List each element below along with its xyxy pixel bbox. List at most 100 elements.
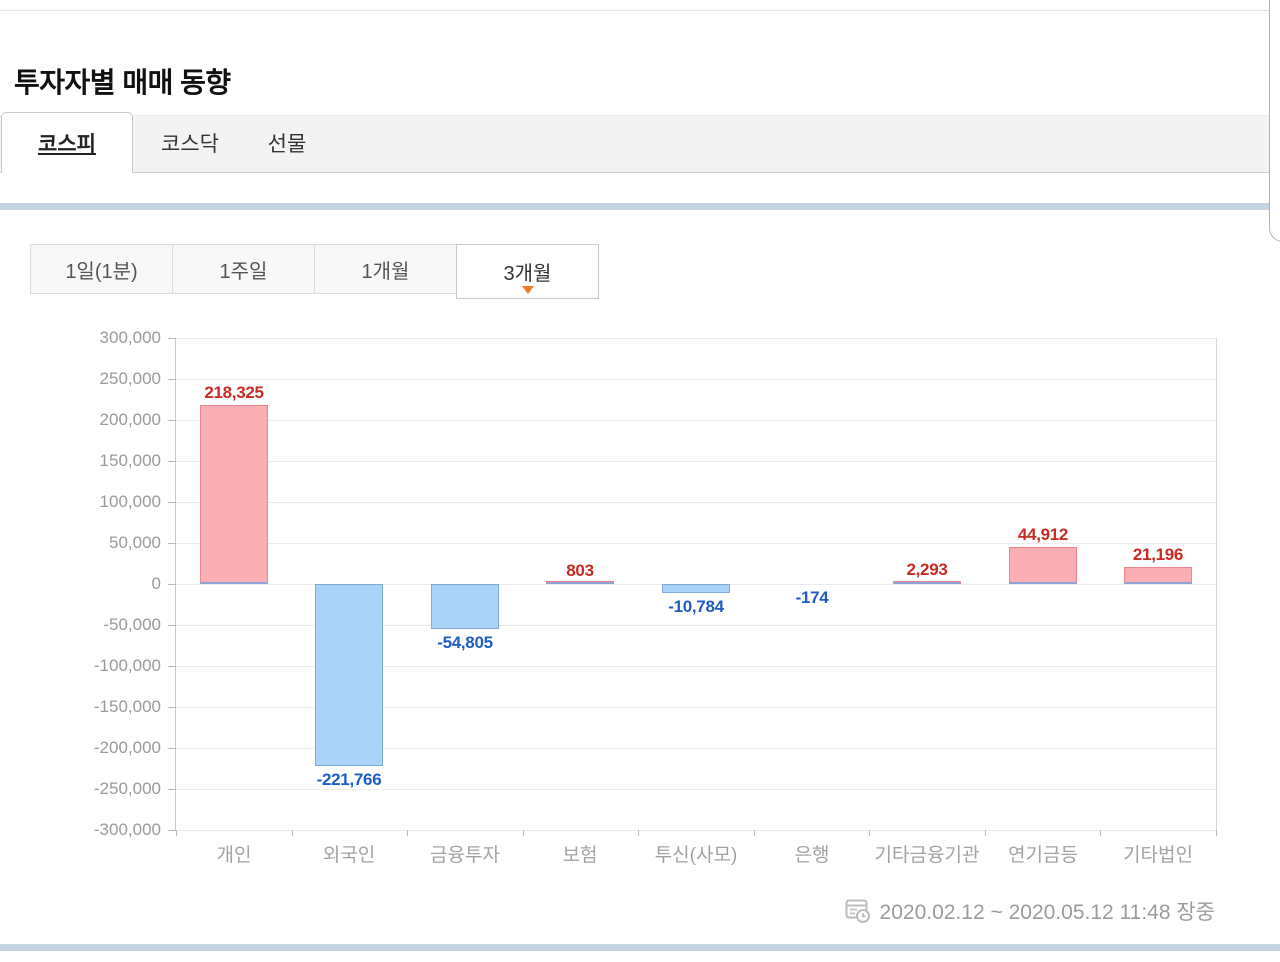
- x-axis-label: 투신(사모): [654, 845, 738, 866]
- bar: [546, 581, 614, 584]
- tab-period-3month-label: 3개월: [503, 263, 552, 285]
- gridline: [176, 830, 1216, 831]
- bar-value-label: -174: [795, 588, 829, 608]
- y-axis-tick: [168, 420, 176, 421]
- market-tab-strip: [0, 115, 1280, 173]
- tab-futures[interactable]: 선물: [252, 115, 322, 171]
- y-axis-label: -300,000: [93, 820, 161, 839]
- bar-value-label: -54,805: [437, 632, 493, 652]
- gridline: [176, 502, 1216, 503]
- bar: [431, 584, 499, 629]
- gridline: [176, 543, 1216, 544]
- y-axis-label: -250,000: [93, 779, 161, 798]
- y-axis-label: 200,000: [99, 410, 161, 429]
- calendar-clock-icon: [845, 899, 870, 923]
- tab-period-1day-label: 1일(1분): [65, 260, 138, 283]
- y-axis-tick: [168, 338, 176, 339]
- bar-value-label: -10,784: [668, 596, 724, 616]
- y-axis-tick: [168, 625, 176, 626]
- y-axis-tick: [168, 584, 176, 585]
- date-range-caption: 2020.02.12 ~ 2020.05.12 11:48 장중: [879, 901, 1215, 924]
- y-axis-tick: [168, 543, 176, 544]
- y-axis-label: 50,000: [109, 533, 161, 552]
- gridline: [176, 748, 1216, 749]
- gridline: [176, 420, 1216, 421]
- gridline: [176, 625, 1216, 626]
- tab-period-1day[interactable]: 1일(1분): [30, 244, 173, 294]
- tab-period-1week-label: 1주일: [219, 260, 268, 283]
- tab-kosdaq-label: 코스닥: [161, 133, 219, 156]
- gridline: [176, 338, 1216, 339]
- x-axis-label: 기타법인: [1123, 845, 1193, 866]
- tab-futures-label: 선물: [267, 133, 307, 156]
- x-axis-tick: [1100, 830, 1101, 836]
- gridline: [176, 379, 1216, 380]
- x-axis-tick: [638, 830, 639, 836]
- x-axis-tick: [869, 830, 870, 836]
- gridline: [176, 461, 1216, 462]
- tab-kospi-label: 코스피: [38, 133, 96, 156]
- x-axis-tick: [292, 830, 293, 836]
- x-axis-label: 기타금융기관: [874, 845, 980, 866]
- y-axis-tick: [168, 502, 176, 503]
- tab-period-3month[interactable]: 3개월: [456, 244, 599, 299]
- chart-footer: 2020.02.12 ~ 2020.05.12 11:48 장중: [175, 896, 1215, 926]
- bottom-accent-band: [0, 944, 1280, 951]
- tab-period-1month-label: 1개월: [361, 260, 410, 283]
- y-axis-tick: [168, 707, 176, 708]
- x-axis-tick: [176, 830, 177, 836]
- y-axis-label: 150,000: [99, 451, 161, 470]
- x-axis-label: 개인: [216, 845, 252, 866]
- tab-period-1week[interactable]: 1주일: [172, 244, 315, 294]
- x-axis-label: 연기금등: [1008, 845, 1078, 866]
- bar-value-label: 218,325: [204, 383, 264, 402]
- bar-value-label: 21,196: [1132, 544, 1184, 564]
- tab-kospi[interactable]: 코스피: [1, 112, 133, 173]
- tab-period-1month[interactable]: 1개월: [314, 244, 457, 294]
- y-axis-tick: [168, 379, 176, 380]
- page-title: 투자자별 매매 동향: [14, 66, 231, 98]
- top-accent-band: [0, 203, 1280, 210]
- bar: [1124, 566, 1192, 584]
- x-axis-tick: [523, 830, 524, 836]
- x-axis-tick: [1216, 830, 1217, 836]
- y-axis-tick: [168, 748, 176, 749]
- bar: [315, 584, 383, 766]
- y-axis-tick: [168, 666, 176, 667]
- active-tab-marker-icon: [521, 286, 534, 294]
- floating-panel-edge: [1269, 0, 1280, 242]
- y-axis-label: 250,000: [99, 369, 161, 388]
- bar-value-label: 44,912: [1017, 525, 1069, 545]
- x-axis-tick: [985, 830, 986, 836]
- y-axis-label: -150,000: [93, 697, 161, 716]
- x-axis-label: 외국인: [322, 845, 376, 866]
- y-axis-tick: [168, 830, 176, 831]
- gridline: [176, 666, 1216, 667]
- bar-chart: 300,000 250,000 200,000 150,000 100,000 50,00…: [94, 328, 1217, 866]
- bar-value-label: 2,293: [906, 560, 948, 580]
- bar-value-label: -221,766: [316, 769, 382, 789]
- top-divider: [0, 10, 1280, 11]
- gridline: [176, 707, 1216, 708]
- bar: [1009, 547, 1077, 584]
- y-axis-label: 300,000: [99, 328, 161, 347]
- y-axis-label: -50,000: [103, 615, 161, 634]
- bar-value-label: 803: [566, 561, 594, 581]
- period-tab-group: 1일(1분) 1주일 1개월 3개월: [30, 244, 599, 299]
- y-axis-label: -100,000: [93, 656, 161, 675]
- bar: [662, 584, 730, 593]
- y-axis-label: 100,000: [99, 492, 161, 511]
- x-axis-label: 은행: [794, 845, 830, 866]
- tab-kosdaq[interactable]: 코스닥: [145, 115, 235, 171]
- y-axis-label: -200,000: [93, 738, 161, 757]
- x-axis-label: 금융투자: [430, 845, 500, 866]
- bar: [893, 581, 961, 584]
- x-axis-tick: [754, 830, 755, 836]
- bar: [200, 405, 268, 584]
- y-axis-label: 0: [151, 574, 161, 593]
- y-axis-tick: [168, 461, 176, 462]
- x-axis-tick: [407, 830, 408, 836]
- gridline: [176, 789, 1216, 790]
- x-axis-label: 보험: [562, 845, 598, 866]
- y-axis-tick: [168, 789, 176, 790]
